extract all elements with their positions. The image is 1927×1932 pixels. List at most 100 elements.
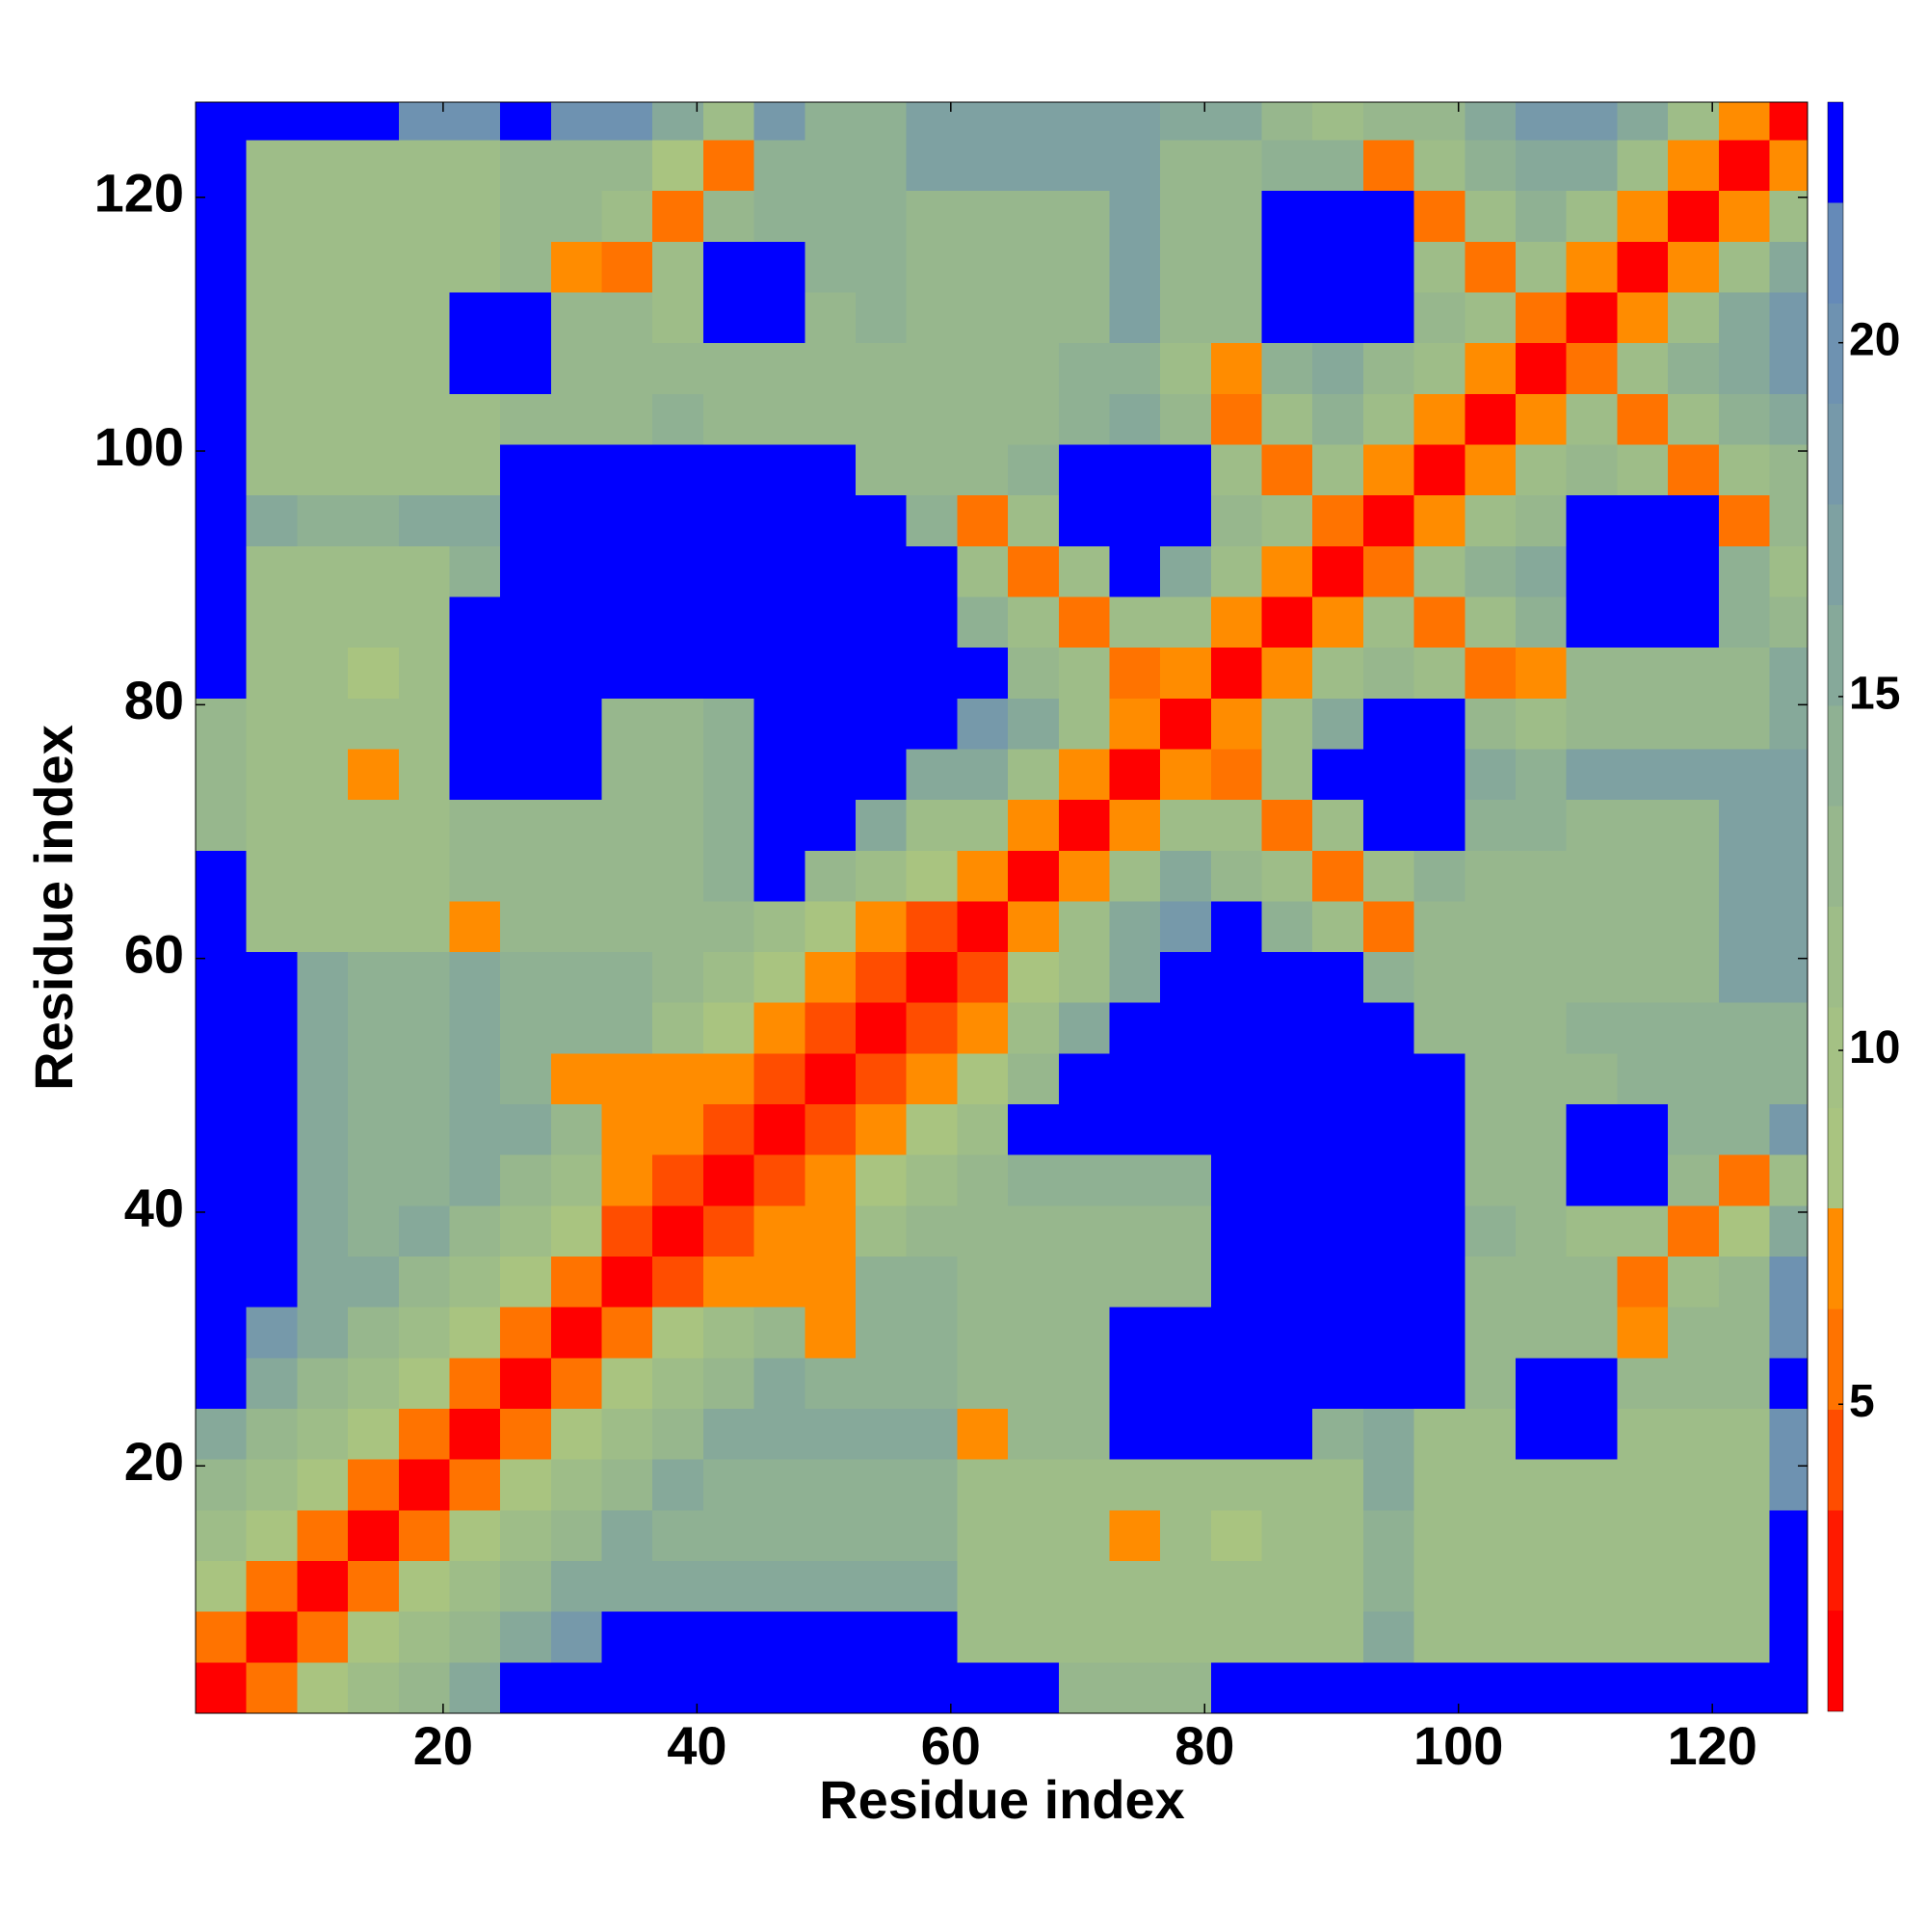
heatmap-cell (1668, 545, 1719, 597)
heatmap-cell (449, 191, 501, 242)
heatmap-cell (196, 952, 247, 1003)
heatmap-cell (1769, 444, 1808, 496)
heatmap-cell (297, 952, 349, 1003)
heatmap-cell (805, 1409, 857, 1460)
heatmap-cell (702, 343, 754, 394)
heatmap-cell (196, 1002, 247, 1054)
heatmap-cell (500, 140, 551, 192)
heatmap-cell (1465, 1510, 1517, 1562)
heatmap-cell (856, 698, 907, 750)
heatmap-cell (1210, 393, 1262, 445)
heatmap-cell (906, 1358, 958, 1410)
heatmap-cell (753, 393, 805, 445)
heatmap-cell (906, 495, 958, 546)
colorbar-segment (1828, 1309, 1843, 1410)
heatmap-cell (1718, 749, 1770, 801)
heatmap-cell (601, 393, 653, 445)
heatmap-cell (957, 952, 1009, 1003)
heatmap-cell (398, 1205, 450, 1257)
heatmap-cell (957, 102, 1009, 141)
heatmap-cell (601, 1611, 653, 1663)
heatmap-cell (297, 1561, 349, 1612)
heatmap-cell (500, 393, 551, 445)
heatmap-cell (1312, 1257, 1363, 1308)
heatmap-cell (1312, 952, 1363, 1003)
heatmap-cell (702, 1662, 754, 1713)
heatmap-cell (1160, 102, 1211, 141)
heatmap-cell (1210, 800, 1262, 851)
heatmap-cell (652, 191, 703, 242)
heatmap-cell (1566, 901, 1618, 953)
heatmap-cell (1769, 698, 1808, 750)
heatmap-cell (449, 1104, 501, 1155)
heatmap-cell (906, 1257, 958, 1308)
heatmap-cell (196, 140, 247, 192)
heatmap-cell (1668, 495, 1719, 546)
heatmap-cell (1516, 1358, 1567, 1410)
heatmap-cell (1261, 952, 1313, 1003)
heatmap-cell (1566, 545, 1618, 597)
heatmap-cell (856, 1459, 907, 1511)
heatmap-cell (1718, 1053, 1770, 1105)
heatmap-cell (702, 1154, 754, 1206)
heatmap-cell (1312, 1561, 1363, 1612)
heatmap-cell (1261, 495, 1313, 546)
heatmap-cell (1008, 1662, 1059, 1713)
heatmap-cell (805, 191, 857, 242)
heatmap-cell (906, 444, 958, 496)
heatmap-cell (1362, 952, 1414, 1003)
heatmap-cell (957, 698, 1009, 750)
heatmap-cell (1718, 698, 1770, 750)
colorbar-segment (1828, 102, 1843, 203)
heatmap-cell (398, 648, 450, 699)
heatmap-cell (1109, 444, 1161, 496)
heatmap-cell (753, 1561, 805, 1612)
heatmap-cell (1718, 292, 1770, 344)
heatmap-cell (1210, 495, 1262, 546)
heatmap-cell (297, 850, 349, 902)
heatmap-cell (550, 393, 602, 445)
heatmap-cell (1718, 1307, 1770, 1359)
heatmap-cell (856, 1053, 907, 1105)
heatmap-cell (856, 241, 907, 293)
heatmap-cell (856, 1205, 907, 1257)
heatmap-cell (1008, 698, 1059, 750)
heatmap-cell (753, 800, 805, 851)
heatmap-cell (1261, 545, 1313, 597)
heatmap-cell (500, 241, 551, 293)
heatmap-cell (246, 1307, 298, 1359)
heatmap-cell (550, 1510, 602, 1562)
heatmap-cell (856, 292, 907, 344)
heatmap-cell (1718, 901, 1770, 953)
heatmap-cell (1566, 343, 1618, 394)
heatmap-cell (398, 698, 450, 750)
heatmap-cell (1109, 952, 1161, 1003)
heatmap-cell (1362, 495, 1414, 546)
heatmap-cell (1668, 850, 1719, 902)
heatmap-cell (856, 191, 907, 242)
heatmap-cell (601, 241, 653, 293)
heatmap-cell (1566, 1358, 1618, 1410)
heatmap-cell (1516, 1307, 1567, 1359)
heatmap-cell (1769, 901, 1808, 953)
heatmap-cell (449, 850, 501, 902)
colorbar-segment (1828, 202, 1843, 304)
heatmap-cell (1210, 1510, 1262, 1562)
heatmap-cell (1668, 1104, 1719, 1155)
heatmap-cell (297, 1002, 349, 1054)
heatmap-cell (1008, 241, 1059, 293)
heatmap-cell (1668, 952, 1719, 1003)
heatmap-cell (702, 1561, 754, 1612)
heatmap-cell (297, 1358, 349, 1410)
heatmap-cell (1718, 1154, 1770, 1206)
heatmap-cell (1465, 648, 1517, 699)
heatmap-cell (196, 545, 247, 597)
heatmap-cell (1617, 393, 1669, 445)
heatmap-cell (1160, 1154, 1211, 1206)
heatmap-cell (550, 749, 602, 801)
heatmap-cell (1261, 140, 1313, 192)
heatmap-cell (601, 1002, 653, 1054)
heatmap-cell (652, 1307, 703, 1359)
colorbar-segment (1828, 1107, 1843, 1209)
heatmap-cell (550, 1053, 602, 1105)
